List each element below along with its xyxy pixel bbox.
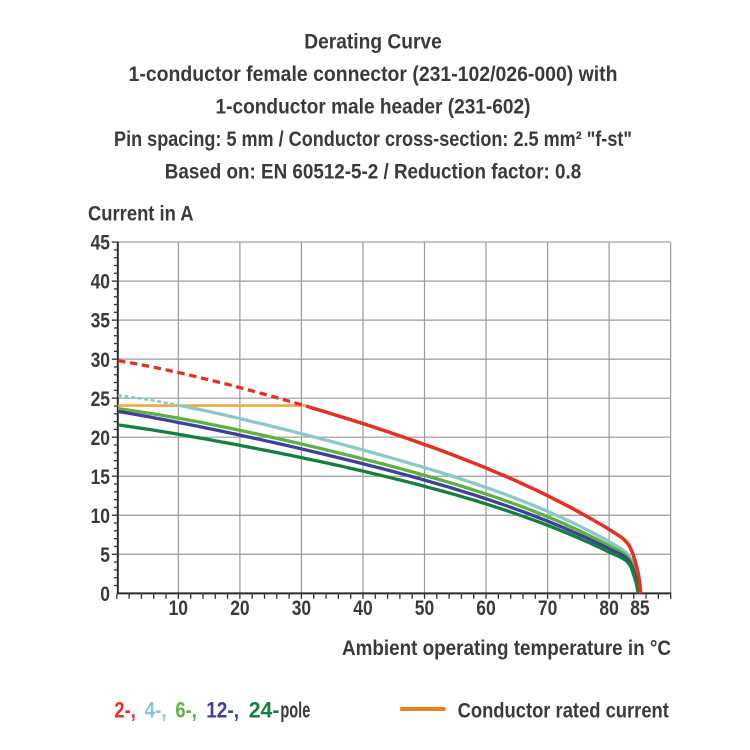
svg-text:80: 80 <box>599 597 618 620</box>
svg-text:Pin spacing: 5 mm / Conductor: Pin spacing: 5 mm / Conductor cross-sect… <box>114 128 632 151</box>
svg-text:40: 40 <box>353 597 372 620</box>
svg-text:10: 10 <box>91 505 110 528</box>
svg-text:Based on: EN 60512-5-2 / Reduc: Based on: EN 60512-5-2 / Reduction facto… <box>165 161 582 184</box>
svg-text:35: 35 <box>91 310 111 333</box>
svg-text:24-: 24- <box>249 697 280 722</box>
svg-text:30: 30 <box>91 349 110 372</box>
svg-text:1-conductor female connector (: 1-conductor female connector (231-102/02… <box>129 63 618 86</box>
svg-text:45: 45 <box>91 232 111 255</box>
svg-text:10: 10 <box>169 597 188 620</box>
svg-text:50: 50 <box>415 597 434 620</box>
svg-text:60: 60 <box>476 597 495 620</box>
svg-text:5: 5 <box>100 544 110 567</box>
svg-text:30: 30 <box>292 597 311 620</box>
svg-text:6-,: 6-, <box>175 697 196 722</box>
svg-text:25: 25 <box>91 388 111 411</box>
svg-text:85: 85 <box>630 597 650 620</box>
svg-text:1-conductor male header (231-6: 1-conductor male header (231-602) <box>216 96 531 119</box>
svg-text:Current in A: Current in A <box>88 203 194 226</box>
svg-text:Ambient operating temperature: Ambient operating temperature in °C <box>342 637 671 660</box>
svg-text:70: 70 <box>538 597 557 620</box>
svg-text:2-,: 2-, <box>114 697 135 722</box>
svg-text:20: 20 <box>230 597 249 620</box>
svg-text:15: 15 <box>91 466 111 489</box>
svg-text:0: 0 <box>100 583 110 606</box>
svg-text:40: 40 <box>91 271 110 294</box>
svg-text:20: 20 <box>91 427 110 450</box>
svg-text:4-,: 4-, <box>145 697 167 722</box>
svg-text:pole: pole <box>280 697 310 722</box>
svg-text:Conductor rated current: Conductor rated current <box>458 700 669 723</box>
svg-text:Derating Curve: Derating Curve <box>304 30 442 53</box>
svg-text:12-,: 12-, <box>206 697 239 722</box>
